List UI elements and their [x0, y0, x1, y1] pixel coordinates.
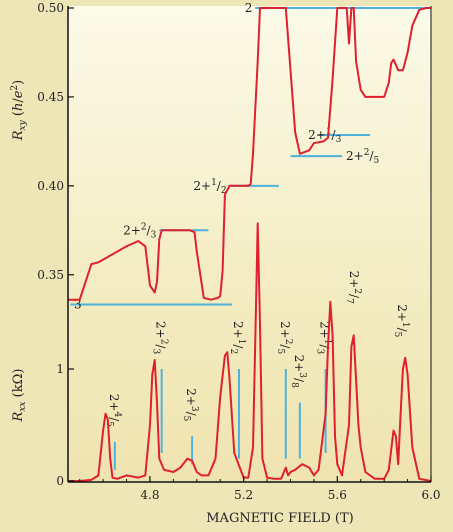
svg-text:2+1/5: 2+1/5	[392, 304, 410, 337]
plot-area	[68, 6, 431, 482]
level-label-2: 2+2/5	[346, 148, 379, 166]
marker-label-2: 2+3/5	[181, 388, 199, 421]
xtick-1: 5.2	[234, 488, 253, 502]
svg-text:2+1/2: 2+1/2	[228, 321, 246, 354]
svg-text:2+2/7: 2+2/7	[344, 271, 362, 304]
svg-text:2+1/2: 2+1/2	[193, 178, 226, 196]
svg-text:2+2/5: 2+2/5	[275, 321, 293, 354]
rxy-curve	[68, 7, 431, 301]
xtick-3: 6.0	[421, 488, 440, 502]
rxx-curve	[68, 222, 432, 482]
x-axis-label: MAGNETIC FIELD (T)	[206, 511, 353, 526]
rxx-fraction-markers: 2+4/52+2/32+3/52+1/22+2/52+3/82+1/32+2/7…	[104, 271, 410, 470]
axes	[67, 6, 432, 483]
marker-label-3: 2+1/2	[228, 321, 246, 354]
level-label-5: 3	[74, 297, 82, 311]
marker-label-4: 2+2/5	[275, 321, 293, 354]
xtick-2: 5.6	[328, 488, 347, 502]
marker-label-5: 2+3/8	[289, 355, 307, 388]
svg-text:2+2/3: 2+2/3	[151, 321, 169, 354]
tick-labels: 0.35 0.40 0.45 0.50 0 1 4.8 5.2 5.6 6.0	[37, 1, 440, 502]
marker-label-7: 2+2/7	[344, 271, 362, 304]
level-label-4: 2+2/3	[123, 222, 156, 240]
svg-text:3: 3	[74, 297, 82, 311]
svg-text:Rxx (kΩ): Rxx (kΩ)	[11, 369, 28, 423]
marker-label-1: 2+2/3	[151, 321, 169, 354]
svg-text:2+3/8: 2+3/8	[289, 355, 307, 388]
rxy-y-axis-label: Rxy (h/e2)	[10, 80, 28, 141]
rxy-ytick-2: 0.45	[37, 90, 64, 104]
svg-text:2+2/5: 2+2/5	[346, 148, 379, 166]
xtick-0: 4.8	[140, 488, 159, 502]
svg-text:2+3/5: 2+3/5	[181, 388, 199, 421]
level-label-3: 2+1/2	[193, 178, 226, 196]
rxy-ytick-1: 0.40	[37, 179, 64, 193]
rxy-ytick-0: 0.35	[37, 268, 64, 282]
svg-text:Rxy (h/e2): Rxy (h/e2)	[10, 80, 28, 141]
rxx-y-axis-label: Rxx (kΩ)	[11, 369, 28, 423]
level-label-0: 2	[245, 1, 253, 15]
rxx-ytick-1: 1	[56, 362, 64, 376]
marker-label-8: 2+1/5	[392, 304, 410, 337]
rxy-ytick-3: 0.50	[37, 1, 64, 15]
rxx-ytick-0: 0	[56, 474, 64, 488]
svg-text:2+2/3: 2+2/3	[123, 222, 156, 240]
svg-text:2: 2	[245, 1, 253, 15]
